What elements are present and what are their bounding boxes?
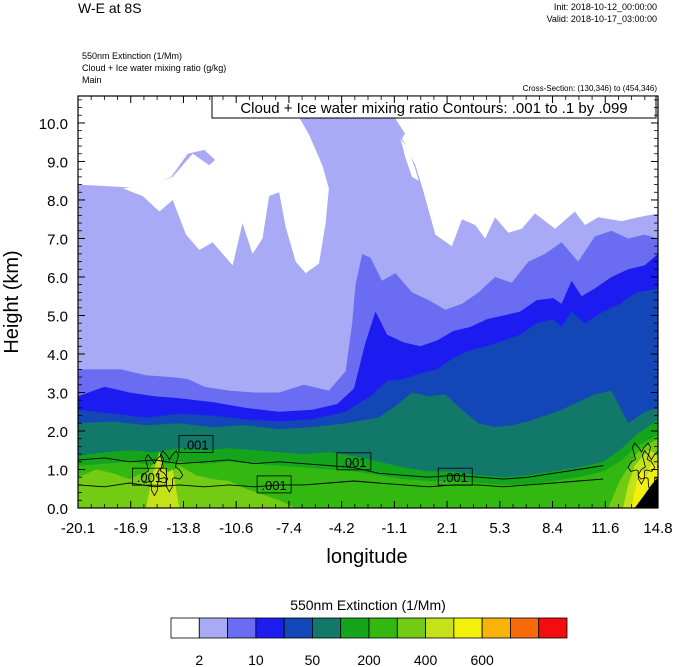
- y-tick-label: 10.0: [39, 116, 68, 133]
- figure-title: W-E at 8S: [78, 0, 142, 16]
- contour-label-text: .001: [341, 455, 366, 470]
- y-axis: 0.0 1.0 2.0 3.0 4.0 5.0 6.0 7.0 8.0 9.0 10.0: [39, 99, 658, 518]
- y-tick-label: 7.0: [47, 231, 68, 248]
- colorbar-swatch: [312, 617, 342, 639]
- y-tick-label: 0.0: [47, 501, 68, 518]
- colorbar-swatch: [340, 617, 370, 639]
- contour-label-5: .001: [437, 467, 473, 486]
- extinction-filled-contours: [78, 96, 658, 508]
- contour-label-text: .001: [183, 437, 208, 452]
- valid-time: Valid: 2018-10-17_03:00:00: [547, 14, 657, 24]
- colorbar-title: 550nm Extinction (1/Mm): [290, 597, 446, 613]
- colorbar-swatch: [368, 617, 398, 639]
- colorbar-tick-label: 400: [414, 652, 438, 667]
- colorbar-swatch: [255, 617, 285, 639]
- contour-label-2: .001: [132, 467, 167, 486]
- colorbar-swatch: [481, 617, 511, 639]
- x-tick-label: 2.1: [437, 520, 458, 537]
- colorbar-swatch: [198, 617, 228, 639]
- contour-line-2: [78, 478, 604, 488]
- clear-air-regions: [122, 96, 658, 274]
- y-tick-label: 8.0: [47, 193, 68, 210]
- plot-area: .001 .001 .001 .001 .001: [78, 96, 658, 508]
- contour-cluster-1: [140, 454, 169, 497]
- contour-label-1: .001: [178, 435, 214, 453]
- field-name-extinction: 550nm Extinction (1/Mm): [82, 51, 182, 61]
- colorbar-swatch: [538, 617, 568, 639]
- y-tick-label: 5.0: [47, 308, 68, 325]
- colorbar: 2 10 50 200 400 600: [170, 617, 568, 667]
- colorbar-swatch: [170, 617, 200, 639]
- colorbar-tick-label: 2: [195, 652, 203, 667]
- contour-label-box: [178, 435, 214, 453]
- mixing-ratio-contours: .001 .001 .001 .001 .001: [78, 435, 658, 497]
- field-name-mixing-ratio: Cloud + Ice water mixing ratio (g/kg): [82, 63, 226, 73]
- contour-label-box: [336, 452, 372, 471]
- clear-air-region-2: [402, 96, 658, 247]
- colorbar-swatch: [425, 617, 455, 639]
- contour-label-4: .001: [336, 452, 372, 471]
- x-tick-label: -13.8: [166, 520, 200, 537]
- contour-label-box: [437, 467, 473, 486]
- cross-section-label: Cross-Section: (130,346) to (454,346): [523, 84, 658, 93]
- x-tick-label: 11.6: [591, 520, 619, 537]
- y-tick-label: 2.0: [47, 424, 68, 441]
- clear-air-region-3: [400, 138, 419, 181]
- x-tick-label: -16.9: [114, 520, 148, 537]
- colorbar-swatch: [396, 617, 426, 639]
- y-tick-label: 4.0: [47, 347, 68, 364]
- contour-title: Cloud + Ice water mixing ratio Contours:…: [240, 100, 627, 117]
- colorbar-tick-label: 600: [470, 652, 494, 667]
- colorbar-swatch: [283, 617, 313, 639]
- colorbar-swatch: [453, 617, 483, 639]
- contour-cluster-4: [637, 450, 658, 493]
- x-tick-label: -1.1: [381, 520, 407, 537]
- y-tick-label: 6.0: [47, 270, 68, 287]
- contour-label-text: .001: [261, 478, 286, 493]
- x-axis: -20.1 -16.9 -13.8 -10.6 -7.4 -4.2 -1.1 2.1 5.3 8.…: [61, 96, 673, 537]
- contour-label-box: [132, 467, 167, 486]
- x-tick-label: -20.1: [61, 520, 95, 537]
- y-axis-label: Height (km): [1, 250, 23, 353]
- x-tick-label: 14.8: [643, 520, 672, 537]
- contour-cluster-2: [155, 450, 184, 493]
- x-tick-label: -7.4: [276, 520, 302, 537]
- colorbar-swatch: [510, 617, 540, 639]
- contour-label-text: .001: [443, 470, 468, 485]
- colorbar-swatch: [227, 617, 257, 639]
- contour-label-box: [256, 475, 292, 494]
- contour-line-1: [78, 457, 604, 480]
- contour-label-3: .001: [256, 475, 292, 494]
- y-tick-label: 3.0: [47, 385, 68, 402]
- x-tick-label: 8.4: [542, 520, 563, 537]
- x-tick-label: -10.6: [219, 520, 253, 537]
- colorbar-tick-label: 200: [357, 652, 381, 667]
- colorbar-tick-label: 50: [305, 652, 321, 667]
- y-tick-label: 9.0: [47, 154, 68, 171]
- x-tick-label: 5.3: [489, 520, 510, 537]
- extinction-layer-8: [78, 438, 658, 508]
- clear-air-region-1: [122, 111, 329, 274]
- colorbar-tick-label: 10: [248, 652, 264, 667]
- y-tick-label: 1.0: [47, 462, 68, 479]
- field-name-main: Main: [82, 75, 102, 85]
- x-tick-label: -4.2: [329, 520, 355, 537]
- contour-cluster-3: [627, 442, 656, 486]
- contour-label-text: .001: [137, 470, 162, 485]
- x-axis-label: longitude: [326, 546, 407, 568]
- init-time: Init: 2018-10-12_00:00:00: [554, 2, 657, 12]
